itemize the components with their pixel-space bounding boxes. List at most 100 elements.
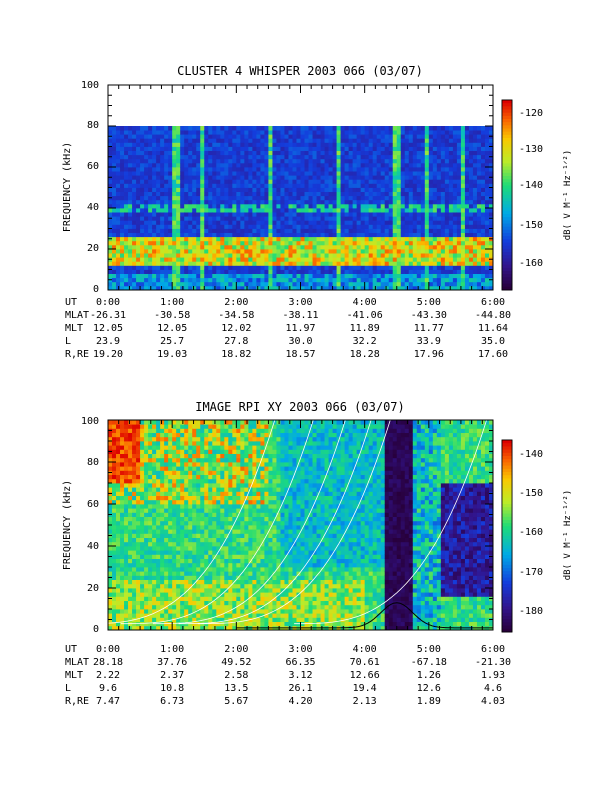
spectrogram-cell <box>384 220 390 225</box>
spectrogram-cell <box>372 257 378 262</box>
spectrogram-cell <box>284 285 289 291</box>
spectrogram-cell <box>364 228 370 233</box>
spectrogram-cell <box>148 257 153 262</box>
spectrogram-cell <box>216 171 221 176</box>
spectrogram-cell <box>132 504 137 509</box>
spectrogram-cell <box>460 216 466 221</box>
spectrogram-cell <box>296 236 301 242</box>
spectrogram-cell <box>300 171 305 176</box>
spectrogram-cell <box>236 216 241 221</box>
spectrogram-cell <box>276 130 281 135</box>
spectrogram-cell <box>396 146 402 151</box>
spectrogram-cell <box>120 257 125 262</box>
spectrogram-cell <box>212 146 217 151</box>
spectrogram-cell <box>404 191 410 197</box>
spectrogram-cell <box>464 199 470 205</box>
colorbar-segment <box>502 210 512 215</box>
spectrogram-cell <box>336 208 341 213</box>
spectrogram-cell <box>384 179 390 184</box>
spectrogram-cell <box>132 470 137 475</box>
spectrogram-cell <box>292 203 297 209</box>
spectrogram-cell <box>392 269 398 274</box>
spectrogram-cell <box>140 525 145 530</box>
spectrogram-cell <box>316 285 321 291</box>
spectrogram-cell <box>192 232 197 238</box>
panel-title: CLUSTER 4 WHISPER 2003 066 (03/07) <box>177 64 423 78</box>
spectrogram-cell <box>384 203 390 209</box>
spectrogram-cell <box>204 285 209 291</box>
spectrogram-cell <box>336 277 341 283</box>
spectrogram-cell <box>336 257 341 262</box>
spectrogram-cell <box>196 236 201 242</box>
spectrogram-cell <box>212 273 217 279</box>
spectrogram-cell <box>164 470 169 475</box>
spectrogram-cell <box>124 216 129 221</box>
spectrogram-cell <box>196 277 201 283</box>
spectrogram-cell <box>136 257 141 262</box>
spectrogram-cell <box>336 130 341 135</box>
spectrogram-cell <box>440 277 446 283</box>
spectrogram-cell <box>164 191 169 197</box>
spectrogram-cell <box>152 158 157 164</box>
spectrogram-cell <box>128 191 133 197</box>
spectrogram-cell <box>344 228 350 233</box>
spectrogram-cell <box>404 232 410 238</box>
spectrogram-cell <box>380 126 386 131</box>
spectrogram-cell <box>116 424 121 429</box>
spectrogram-cell <box>168 273 173 279</box>
spectrogram-cell <box>356 285 362 291</box>
spectrogram-cell <box>164 554 169 559</box>
spectrogram-cell <box>224 134 229 139</box>
spectrogram-cell <box>196 220 201 225</box>
spectrogram-cell <box>356 265 362 270</box>
spectrogram-cell <box>440 208 446 213</box>
spectrogram-cell <box>200 281 205 287</box>
spectrogram-cell <box>292 167 297 172</box>
ephemeris-value: -38.11 <box>282 310 318 321</box>
spectrogram-cell <box>264 244 269 250</box>
spectrogram-cell <box>384 224 390 229</box>
spectrogram-cell <box>396 244 402 250</box>
spectrogram-cell <box>136 244 141 250</box>
spectrogram-cell <box>172 525 177 530</box>
spectrogram-cell <box>116 525 121 530</box>
spectrogram-cell <box>124 445 129 450</box>
spectrogram-cell <box>148 529 153 534</box>
spectrogram-cell <box>268 224 273 229</box>
spectrogram-cell <box>132 575 137 580</box>
spectrogram-cell <box>464 130 470 135</box>
spectrogram-cell <box>212 199 217 205</box>
spectrogram-cell <box>396 257 402 262</box>
spectrogram-cell <box>344 142 350 147</box>
spectrogram-cell <box>468 232 474 238</box>
spectrogram-cell <box>264 191 269 197</box>
spectrogram-cell <box>416 244 422 250</box>
spectrogram-cell <box>180 466 185 471</box>
spectrogram-cell <box>224 154 229 160</box>
spectrogram-cell <box>388 199 394 205</box>
spectrogram-cell <box>120 191 125 197</box>
spectrogram-cell <box>280 224 285 229</box>
spectrogram-cell <box>136 495 141 501</box>
spectrogram-cell <box>452 191 458 197</box>
spectrogram-cell <box>408 142 414 147</box>
spectrogram-cell <box>244 269 249 274</box>
spectrogram-cell <box>464 187 470 192</box>
spectrogram-cell <box>292 285 297 291</box>
spectrogram-cell <box>432 269 438 274</box>
spectrogram-cell <box>196 183 201 188</box>
spectrogram-cell <box>152 154 157 160</box>
spectrogram-cell <box>260 216 265 221</box>
spectrogram-cell <box>476 285 482 291</box>
spectrogram-cell <box>416 232 422 238</box>
spectrogram-cell <box>376 175 382 180</box>
spectrogram-cell <box>480 130 486 135</box>
spectrogram-cell <box>344 216 350 221</box>
spectrogram-cell <box>208 257 213 262</box>
spectrogram-cell <box>320 273 325 279</box>
spectrogram-cell <box>116 546 121 551</box>
spectrogram-cell <box>164 175 169 180</box>
spectrogram-cell <box>224 167 229 172</box>
spectrogram-cell <box>248 281 253 287</box>
spectrogram-cell <box>108 232 113 238</box>
